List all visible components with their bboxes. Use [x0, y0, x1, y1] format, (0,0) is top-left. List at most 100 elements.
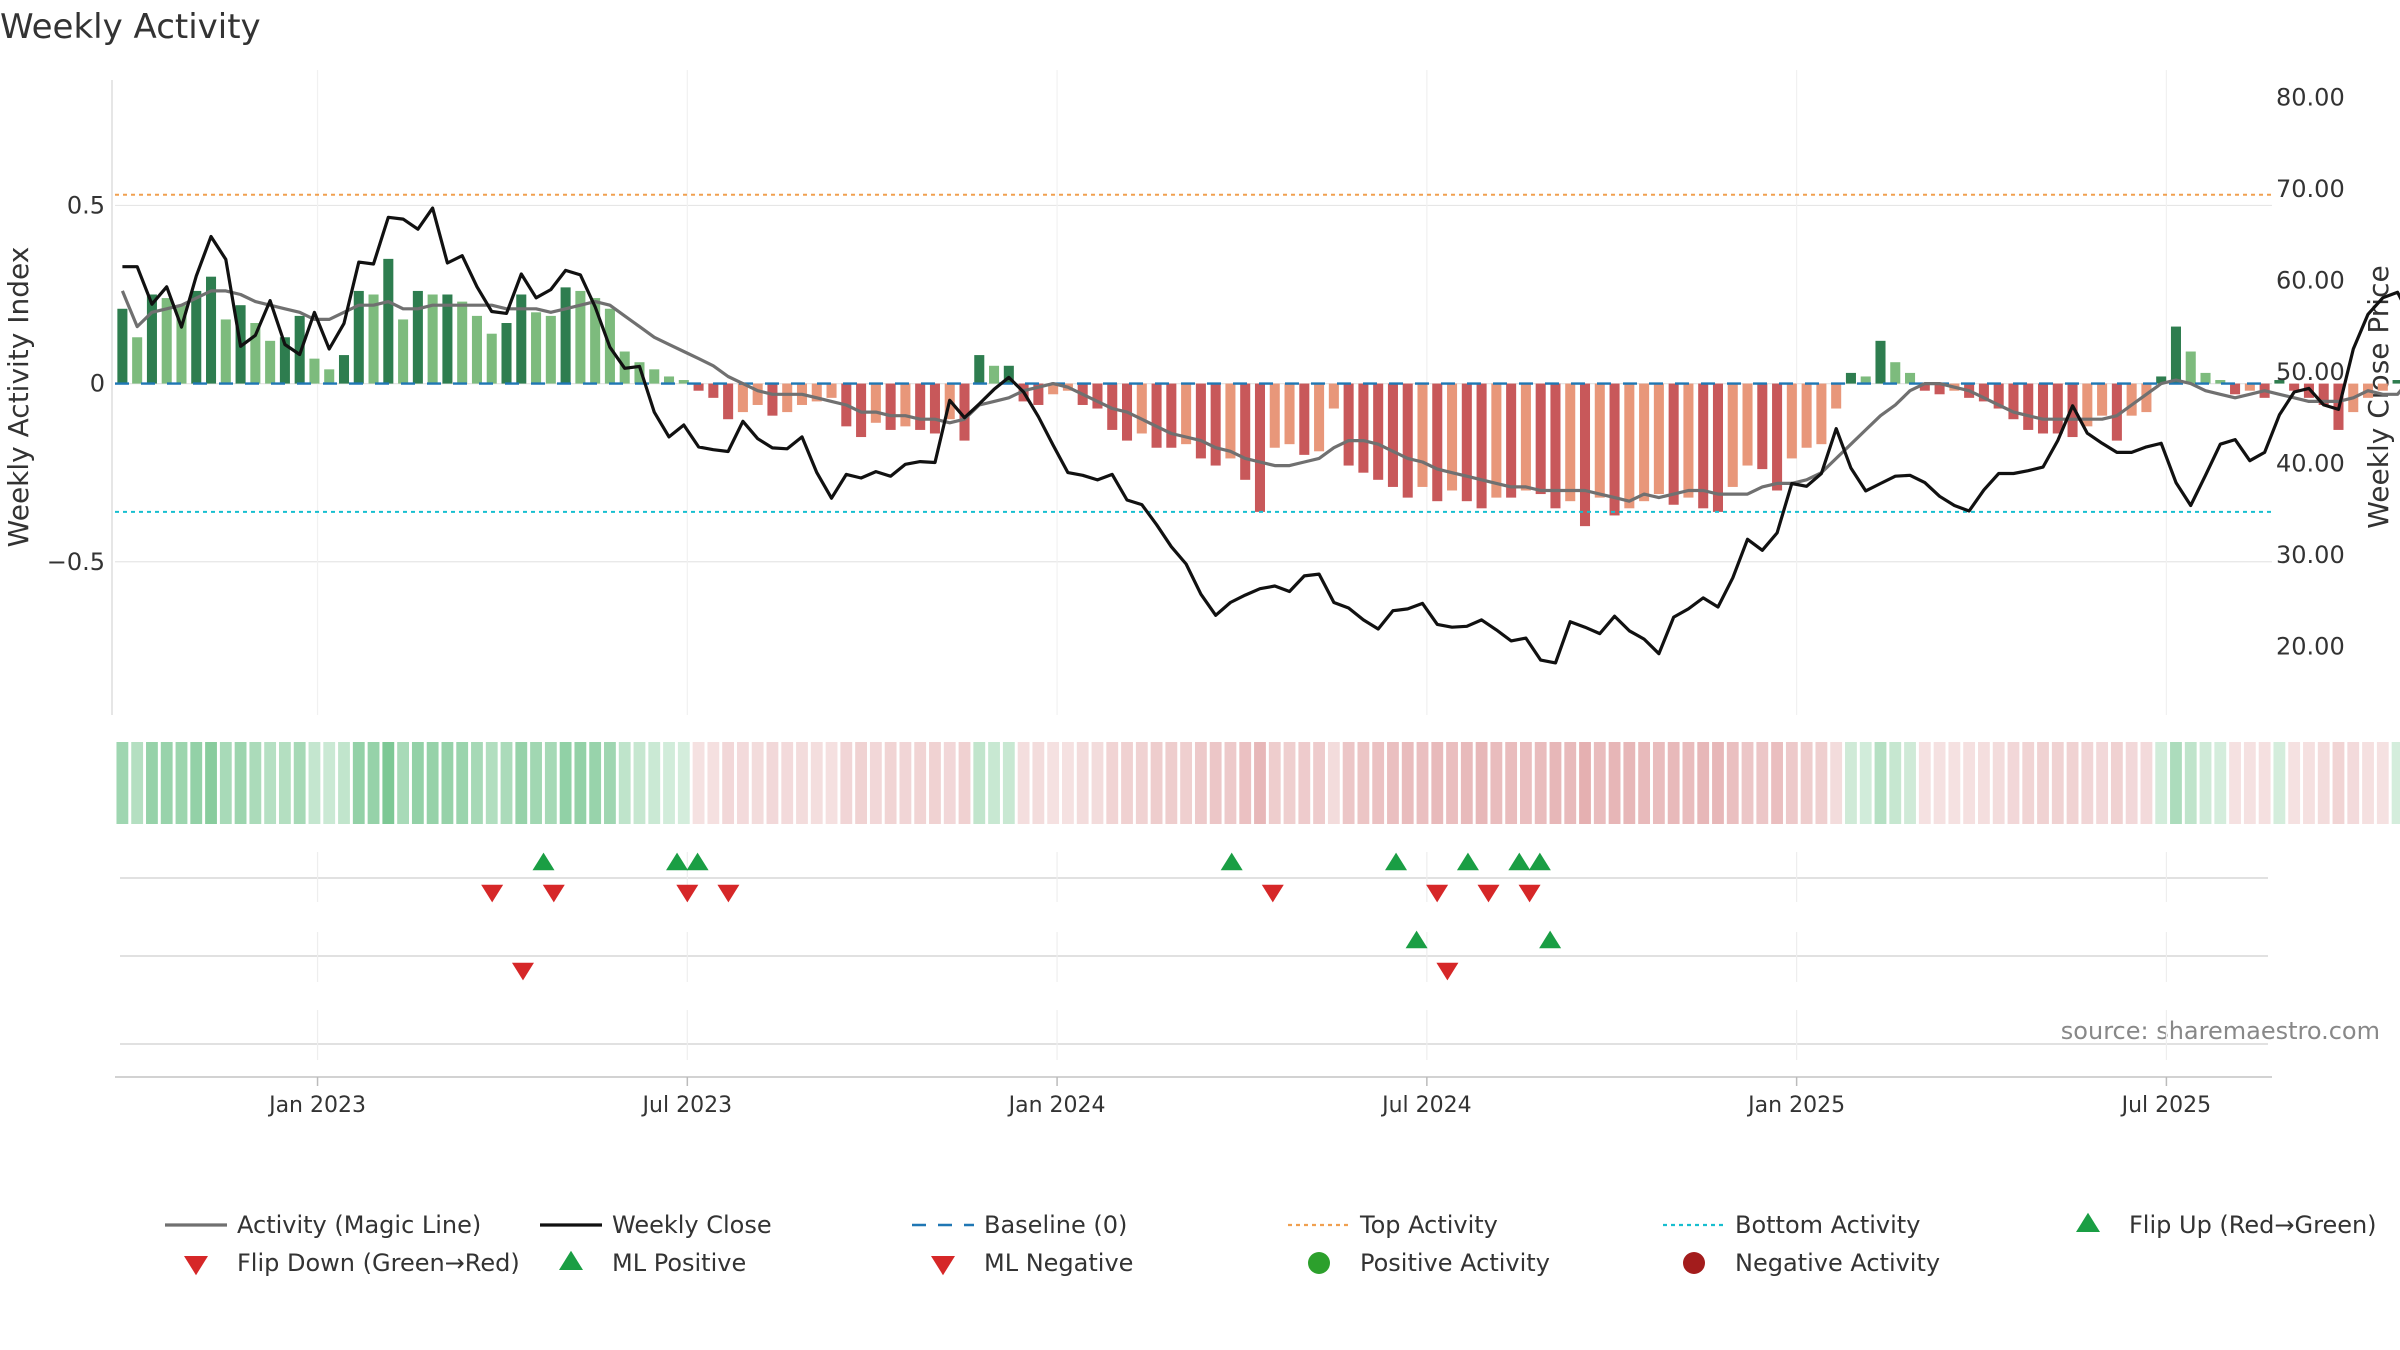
y-right-tick-4: 40.00: [2276, 449, 2345, 477]
x-axis-group: Jan 2023 Jul 2023 Jan 2024 Jul 2024 Jan 2025…: [115, 1076, 2272, 1118]
legend-swatch-10: [1683, 1252, 1705, 1274]
activity-bar-142: [2215, 380, 2226, 384]
activity-bar-7: [220, 319, 231, 384]
activity-bar-73: [1195, 383, 1206, 459]
y-right-tick-0: 80.00: [2276, 83, 2345, 111]
heat-cell-153: [2376, 742, 2389, 824]
activity-bar-94: [1506, 383, 1517, 498]
activity-bar-111: [1757, 383, 1768, 470]
activity-bar-85: [1373, 383, 1384, 480]
activity-bar-72: [1181, 383, 1192, 445]
heat-cell-126: [1977, 742, 1990, 824]
activity-bar-3: [161, 298, 172, 384]
activity-bar-153: [2377, 383, 2388, 391]
heat-cell-50: [855, 742, 867, 824]
heat-cell-64: [1062, 742, 1074, 824]
heat-cell-78: [1268, 742, 1281, 824]
activity-bar-41: [723, 383, 734, 420]
heat-cell-58: [973, 742, 986, 824]
heat-cell-100: [1593, 742, 1606, 824]
activity-bar-103: [1639, 383, 1650, 502]
y-right-tick-1: 70.00: [2276, 175, 2345, 203]
activity-bar-132: [2067, 383, 2078, 438]
heat-cell-71: [1165, 742, 1178, 824]
heat-cell-124: [1948, 742, 1961, 824]
activity-bar-43: [752, 383, 763, 405]
heat-cell-121: [1904, 742, 1916, 824]
heat-cell-57: [958, 742, 971, 824]
heat-cell-32: [589, 742, 602, 824]
heat-cell-111: [1756, 742, 1769, 824]
activity-bar-66: [1092, 383, 1103, 409]
legend-swatch-9: [1308, 1252, 1330, 1274]
activity-bar-58: [974, 355, 985, 384]
activity-bar-130: [2037, 383, 2049, 434]
flip-up-marker-1: [666, 852, 689, 871]
heat-cell-53: [899, 742, 912, 824]
heat-cell-52: [884, 742, 897, 824]
activity-bar-104: [1653, 383, 1664, 495]
heat-cell-135: [2110, 742, 2123, 824]
heat-cell-20: [411, 742, 424, 824]
heat-cell-112: [1771, 742, 1783, 824]
heat-cell-122: [1918, 742, 1931, 824]
heat-cell-105: [1667, 742, 1680, 824]
heat-cell-9: [249, 742, 262, 824]
heat-cell-91: [1460, 742, 1473, 824]
activity-bars-group: [117, 258, 2400, 527]
heat-cell-83: [1342, 742, 1355, 824]
activity-bar-77: [1254, 383, 1266, 512]
heat-cell-30: [559, 742, 572, 824]
heat-cell-131: [2051, 742, 2064, 824]
flip-up-marker-6: [1508, 852, 1531, 871]
legend-label-2: Baseline (0): [984, 1211, 1127, 1239]
activity-bar-17: [368, 294, 379, 384]
x-tick-label-0: Jan 2023: [267, 1093, 366, 1118]
activity-bar-135: [2111, 383, 2122, 441]
heat-cell-108: [1712, 742, 1724, 824]
activity-bar-26: [501, 323, 512, 384]
legend-label-0: Activity (Magic Line): [237, 1211, 481, 1239]
activity-bar-87: [1402, 383, 1413, 498]
activity-bar-24: [471, 315, 482, 384]
heat-cell-29: [544, 742, 557, 824]
ml-positive-marker-1: [1539, 930, 1562, 949]
heat-cell-140: [2184, 742, 2197, 824]
heat-cell-98: [1564, 742, 1577, 824]
activity-bar-32: [590, 298, 601, 384]
heat-cell-15: [338, 742, 350, 824]
legend-label-6: Flip Down (Green→Red): [237, 1249, 520, 1277]
activity-bar-40: [708, 383, 719, 398]
activity-bar-114: [1801, 383, 1812, 448]
activity-bar-106: [1683, 383, 1694, 498]
heat-cell-5: [190, 742, 203, 824]
legend-label-3: Top Activity: [1359, 1211, 1498, 1239]
heat-cell-79: [1283, 742, 1296, 824]
activity-bar-55: [929, 383, 940, 434]
heat-cell-27: [515, 742, 528, 824]
heat-cell-69: [1135, 742, 1148, 824]
heat-cell-136: [2125, 742, 2138, 824]
heat-cell-129: [2022, 742, 2035, 824]
activity-bar-83: [1343, 383, 1354, 466]
heat-cell-31: [574, 742, 587, 824]
heat-cell-141: [2199, 742, 2212, 824]
activity-bar-82: [1328, 383, 1339, 409]
heat-cell-117: [1845, 742, 1857, 824]
activity-bar-101: [1609, 383, 1620, 516]
heat-cell-0: [116, 742, 129, 824]
activity-bar-100: [1594, 383, 1605, 498]
heat-cell-103: [1638, 742, 1651, 824]
flip-down-marker-5: [1426, 884, 1449, 903]
heat-cell-4: [175, 742, 188, 824]
activity-bar-63: [1048, 383, 1059, 395]
activity-bar-18: [383, 258, 394, 384]
activity-bar-80: [1299, 383, 1310, 455]
flip-up-marker-7: [1528, 852, 1551, 871]
heat-cell-130: [2037, 742, 2049, 824]
heat-cell-114: [1800, 742, 1813, 824]
heat-cell-56: [943, 742, 956, 824]
activity-bar-118: [1860, 376, 1871, 384]
legend-swatch-5: [2076, 1212, 2100, 1232]
